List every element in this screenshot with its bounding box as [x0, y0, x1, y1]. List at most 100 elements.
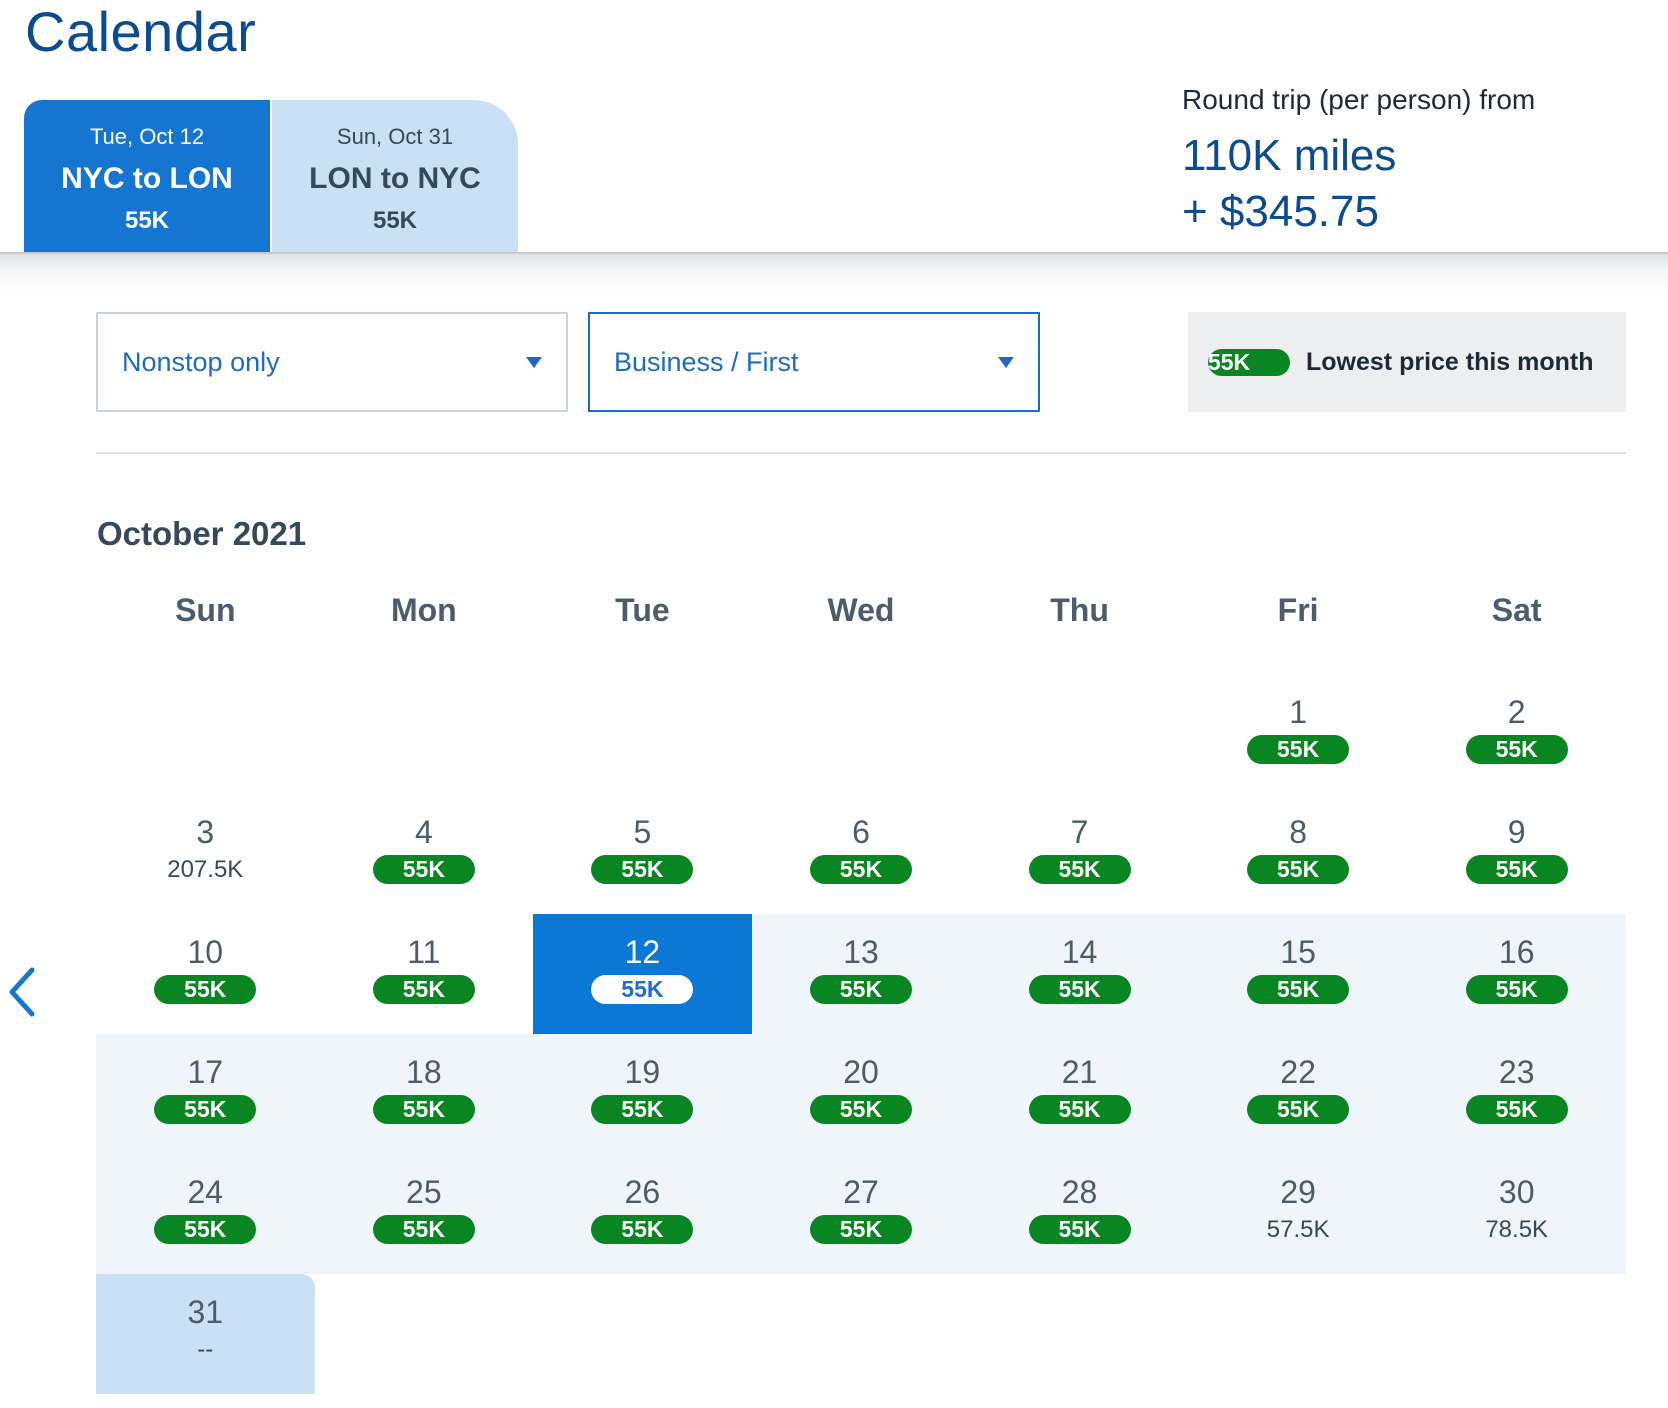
day-number: 18 — [406, 1054, 442, 1090]
day-cell-24[interactable]: 24 55K — [96, 1154, 315, 1274]
weekday-label: Sun — [175, 592, 236, 628]
lowest-price-legend: 55K Lowest price this month — [1188, 312, 1626, 412]
tab-date: Tue, Oct 12 — [89, 124, 205, 149]
day-number: 7 — [1070, 814, 1089, 850]
day-price: 57.5K — [1266, 1216, 1330, 1243]
caret-down-icon — [998, 356, 1014, 368]
day-number: 3 — [196, 814, 215, 850]
cabin-dropdown-value: Business / First — [614, 346, 799, 377]
day-cell-10[interactable]: 10 55K — [96, 914, 315, 1034]
day-cell-17[interactable]: 17 55K — [96, 1034, 315, 1154]
day-cell-30[interactable]: 30 78.5K — [1407, 1154, 1626, 1274]
lowest-price-badge: 55K — [154, 1095, 257, 1124]
day-cell-19[interactable]: 19 55K — [533, 1034, 752, 1154]
tab-price: 55K — [372, 207, 418, 234]
day-cell-2[interactable]: 2 55K — [1407, 674, 1626, 794]
day-cell-22[interactable]: 22 55K — [1189, 1034, 1408, 1154]
day-cell-26[interactable]: 26 55K — [533, 1154, 752, 1274]
day-cell-4[interactable]: 4 55K — [315, 794, 534, 914]
day-cell-7[interactable]: 7 55K — [970, 794, 1189, 914]
chevron-left-icon[interactable] — [4, 962, 44, 1022]
lowest-price-badge: 55K — [1465, 735, 1568, 764]
lowest-price-badge: 55K — [1028, 855, 1131, 884]
day-number: 25 — [406, 1174, 442, 1210]
page-title: Calendar — [25, 0, 257, 63]
day-cell-13[interactable]: 13 55K — [752, 914, 971, 1034]
lowest-price-badge: 55K — [1465, 855, 1568, 884]
weekday-label: Mon — [390, 592, 457, 628]
day-cell-11[interactable]: 11 55K — [315, 914, 534, 1034]
header-shadow — [0, 252, 1668, 292]
day-number: 10 — [187, 934, 224, 970]
day-number: 22 — [1280, 1054, 1316, 1090]
day-cell-6[interactable]: 6 55K — [752, 794, 971, 914]
lowest-price-badge: 55K — [809, 855, 912, 884]
stops-dropdown-value: Nonstop only — [122, 346, 280, 377]
day-cell-29[interactable]: 29 57.5K — [1189, 1154, 1408, 1274]
tab-price: 55K — [124, 207, 170, 234]
month-title: October 2021 — [97, 515, 307, 552]
day-number: 17 — [187, 1054, 224, 1090]
tab-outbound[interactable]: Tue, Oct 12 NYC to LON 55K — [24, 100, 270, 252]
day-number: 13 — [843, 934, 879, 970]
day-cell-15[interactable]: 15 55K — [1189, 914, 1408, 1034]
lowest-price-badge: 55K — [1247, 735, 1350, 764]
day-price: 207.5K — [167, 856, 244, 883]
weekday-label: Fri — [1277, 592, 1319, 628]
day-cell-31[interactable]: 31 -- — [96, 1274, 315, 1394]
weekday-label: Tue — [615, 592, 670, 628]
day-cell-8[interactable]: 8 55K — [1189, 794, 1408, 914]
day-cell-12[interactable]: 12 55K — [533, 914, 752, 1034]
legend-badge: 55K — [1208, 348, 1290, 376]
lowest-price-badge: 55K — [1028, 1215, 1131, 1244]
day-number: 26 — [624, 1174, 661, 1210]
lowest-price-badge: 55K — [809, 1215, 912, 1244]
lowest-price-badge: 55K — [372, 975, 475, 1004]
day-number: 8 — [1289, 814, 1308, 850]
lowest-price-badge: 55K — [1465, 1095, 1568, 1124]
weekday-label: Thu — [1050, 592, 1109, 628]
tab-date: Sun, Oct 31 — [336, 124, 454, 149]
day-cell-16[interactable]: 16 55K — [1407, 914, 1626, 1034]
weekday-label: Wed — [827, 592, 895, 628]
stops-dropdown[interactable]: Nonstop only — [96, 312, 568, 412]
day-number: 12 — [624, 934, 661, 970]
day-cell-25[interactable]: 25 55K — [315, 1154, 534, 1274]
day-cell-21[interactable]: 21 55K — [970, 1034, 1189, 1154]
day-price: 78.5K — [1485, 1216, 1549, 1243]
day-number: 14 — [1061, 934, 1098, 970]
day-cell-23[interactable]: 23 55K — [1407, 1034, 1626, 1154]
day-number: 4 — [414, 814, 433, 850]
weekday-header: Sun Mon Tue Wed Thu Fri Sat — [96, 592, 1626, 642]
day-cell-14[interactable]: 14 55K — [970, 914, 1189, 1034]
day-cell-27[interactable]: 27 55K — [752, 1154, 971, 1274]
lowest-price-badge: 55K — [1028, 1095, 1131, 1124]
cabin-dropdown[interactable]: Business / First — [588, 312, 1040, 412]
day-cell-1[interactable]: 1 55K — [1189, 674, 1408, 794]
day-cell-20[interactable]: 20 55K — [752, 1034, 971, 1154]
tab-route: NYC to LON — [61, 162, 233, 195]
lowest-price-badge: 55K — [1465, 975, 1568, 1004]
day-cell-5[interactable]: 5 55K — [533, 794, 752, 914]
day-number: 11 — [407, 934, 441, 970]
day-cell-18[interactable]: 18 55K — [315, 1034, 534, 1154]
day-cell-9[interactable]: 9 55K — [1407, 794, 1626, 914]
summary-miles: 110K miles — [1182, 131, 1397, 180]
tab-return[interactable]: Sun, Oct 31 LON to NYC 55K — [272, 100, 518, 252]
lowest-price-badge: 55K — [1247, 975, 1350, 1004]
day-number: 1 — [1289, 694, 1308, 730]
legend-label: Lowest price this month — [1306, 347, 1594, 376]
day-number: 27 — [843, 1174, 879, 1210]
day-cell-3[interactable]: 3 207.5K — [96, 794, 315, 914]
day-number: 5 — [633, 814, 652, 850]
price-summary: Round trip (per person) from 110K miles … — [1182, 80, 1535, 240]
trip-range-band — [745, 914, 1626, 1034]
day-cell-28[interactable]: 28 55K — [970, 1154, 1189, 1274]
lowest-price-badge: 55K — [372, 1095, 475, 1124]
lowest-price-badge: 55K — [809, 975, 912, 1004]
lowest-price-badge: 55K — [154, 1215, 257, 1244]
day-number: 30 — [1498, 1174, 1535, 1210]
lowest-price-badge: 55K — [372, 1215, 475, 1244]
day-number: 21 — [1061, 1054, 1098, 1090]
